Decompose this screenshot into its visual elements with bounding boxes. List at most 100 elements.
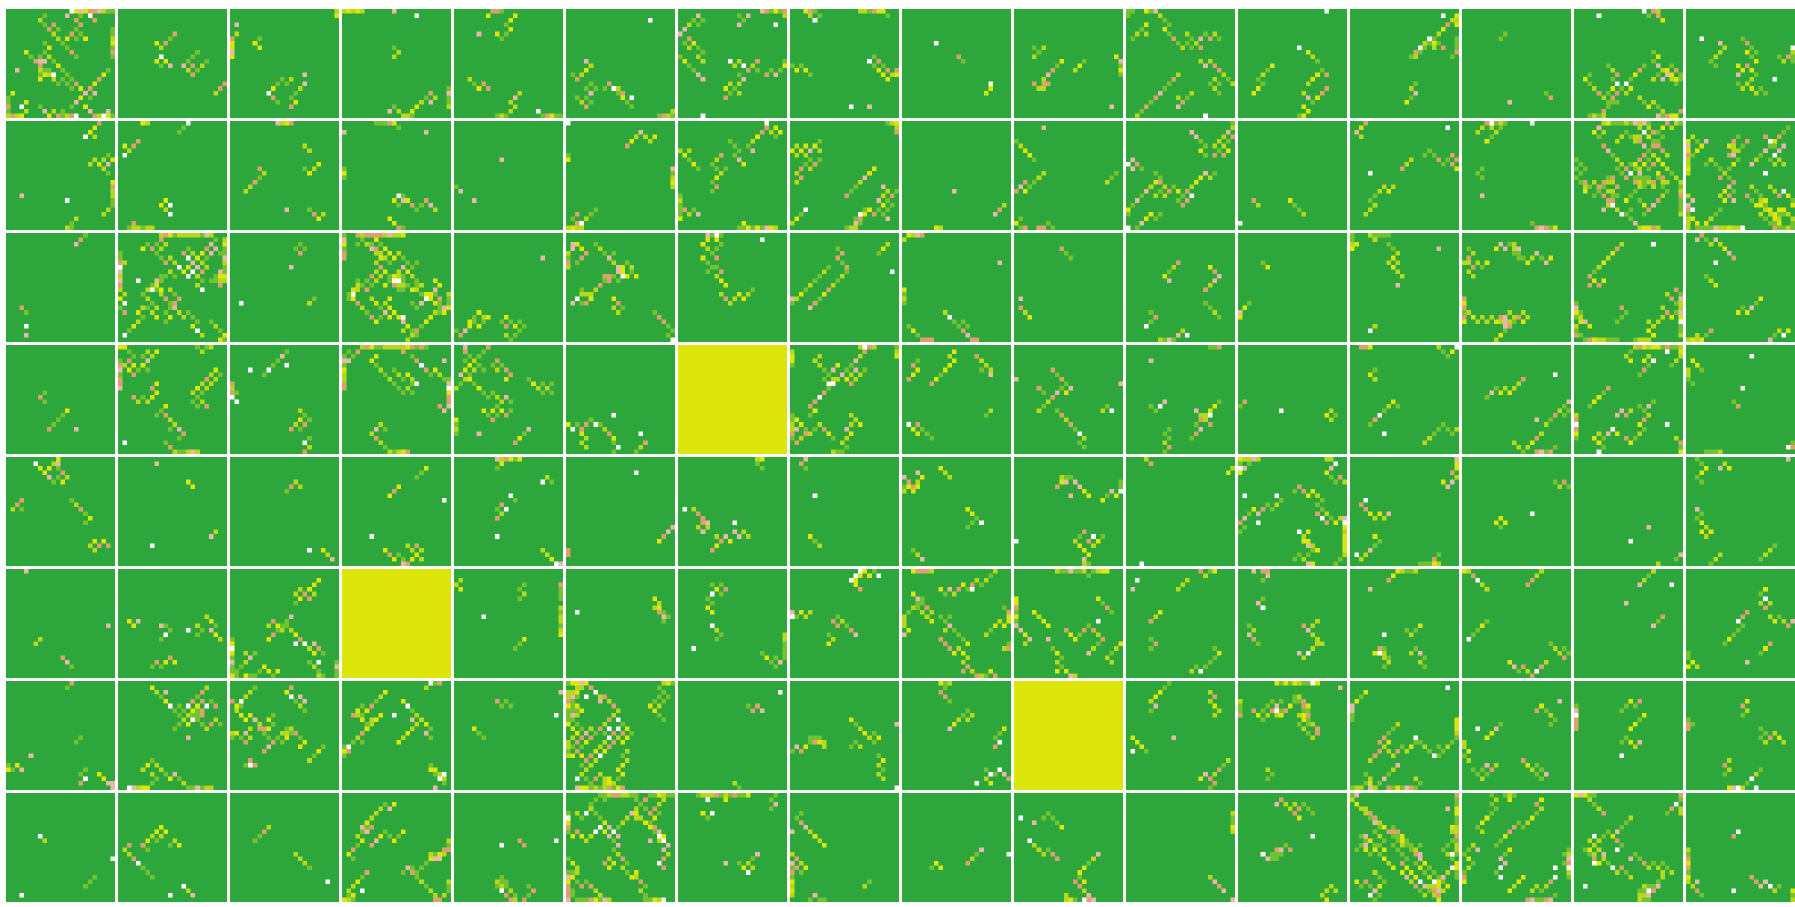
- texture-pixel: [275, 99, 280, 105]
- texture-pixel: [158, 694, 164, 700]
- texture-pixel: [423, 730, 429, 736]
- texture-pixel: [1642, 121, 1647, 126]
- texture-pixel: [405, 730, 411, 736]
- tile-texture: [902, 233, 1011, 342]
- texture-pixel: [74, 81, 79, 87]
- texture-pixel: [122, 363, 128, 368]
- mosaic-tile: [566, 681, 675, 790]
- texture-pixel: [396, 49, 402, 55]
- texture-pixel: [1686, 220, 1691, 226]
- texture-pixel: [222, 278, 227, 283]
- texture-pixel: [110, 157, 115, 162]
- tile-background: [678, 681, 787, 790]
- texture-pixel: [1386, 578, 1391, 583]
- texture-pixel: [1032, 180, 1037, 185]
- texture-pixel: [593, 422, 598, 427]
- texture-pixel: [423, 685, 429, 691]
- texture-pixel: [284, 618, 290, 624]
- texture-pixel: [839, 273, 845, 279]
- texture-pixel: [1642, 180, 1647, 185]
- texture-pixel: [320, 673, 326, 678]
- texture-pixel: [204, 345, 209, 350]
- texture-pixel: [1238, 712, 1243, 718]
- texture-pixel: [714, 175, 719, 181]
- texture-pixel: [1328, 417, 1334, 423]
- texture-pixel: [1230, 121, 1235, 126]
- texture-pixel: [396, 372, 402, 377]
- texture-pixel: [1646, 328, 1652, 333]
- texture-pixel: [853, 376, 859, 382]
- texture-speck: [145, 358, 150, 364]
- texture-pixel: [494, 113, 500, 118]
- mosaic-tile: [1014, 681, 1123, 790]
- texture-pixel: [122, 345, 128, 350]
- texture-pixel: [195, 273, 200, 279]
- texture-pixel: [186, 58, 191, 64]
- mosaic-tile: [118, 9, 227, 118]
- texture-pixel: [1225, 77, 1231, 82]
- texture-pixel: [584, 68, 589, 73]
- texture-pixel: [37, 54, 43, 59]
- texture-pixel: [1758, 600, 1764, 606]
- texture-pixel: [342, 9, 347, 14]
- texture-pixel: [234, 673, 240, 678]
- texture-pixel: [213, 273, 218, 279]
- texture-pixel: [1212, 569, 1217, 574]
- texture-pixel: [391, 273, 397, 279]
- texture-pixel: [441, 376, 447, 382]
- texture-pixel: [1251, 637, 1257, 642]
- texture-pixel: [494, 699, 500, 704]
- texture-pixel: [1135, 113, 1140, 118]
- texture-pixel: [821, 740, 827, 745]
- texture-pixel: [705, 269, 710, 274]
- texture-pixel: [1637, 404, 1643, 409]
- texture-pixel: [410, 202, 415, 208]
- texture-pixel: [270, 632, 276, 638]
- texture-pixel: [579, 762, 585, 768]
- texture-pixel: [1306, 493, 1311, 498]
- texture-pixel: [458, 372, 464, 377]
- texture-pixel: [401, 735, 406, 741]
- texture-pixel: [369, 721, 374, 727]
- texture-pixel: [1548, 95, 1553, 100]
- texture-pixel: [186, 721, 191, 727]
- texture-pixel: [177, 130, 182, 135]
- texture-pixel: [391, 367, 397, 373]
- texture-pixel: [1166, 435, 1172, 441]
- texture-pixel: [1018, 216, 1024, 221]
- texture-pixel: [1790, 225, 1795, 230]
- texture-pixel: [737, 225, 742, 230]
- texture-speck: [1713, 260, 1718, 265]
- texture-pixel: [1207, 413, 1213, 418]
- tile-texture: [6, 121, 115, 230]
- texture-pixel: [1781, 58, 1786, 64]
- mosaic-tile: [1126, 345, 1235, 454]
- texture-pixel: [1059, 413, 1064, 418]
- texture-pixel: [938, 587, 943, 592]
- texture-pixel: [974, 673, 980, 678]
- texture-pixel: [911, 488, 916, 494]
- texture-pixel: [222, 255, 227, 261]
- mosaic-tile: [342, 681, 451, 790]
- texture-pixel: [74, 54, 79, 59]
- texture-speck: [316, 659, 321, 665]
- texture-pixel: [373, 278, 379, 283]
- texture-speck: [19, 193, 25, 199]
- texture-pixel: [1144, 104, 1149, 109]
- texture-pixel: [1651, 345, 1656, 350]
- texture-pixel: [199, 233, 205, 238]
- texture-pixel: [1171, 264, 1176, 270]
- texture-pixel: [163, 40, 168, 46]
- texture-pixel: [1592, 193, 1597, 199]
- texture-pixel: [369, 314, 374, 320]
- texture-pixel: [894, 72, 899, 78]
- texture-pixel: [163, 632, 168, 638]
- mosaic-tile: [1350, 681, 1459, 790]
- texture-pixel: [284, 121, 290, 126]
- texture-pixel: [127, 328, 132, 333]
- tile-texture: [1350, 681, 1459, 790]
- texture-pixel: [961, 582, 966, 588]
- texture-pixel: [1135, 161, 1140, 167]
- texture-pixel: [1633, 121, 1638, 126]
- texture-pixel: [1395, 404, 1400, 409]
